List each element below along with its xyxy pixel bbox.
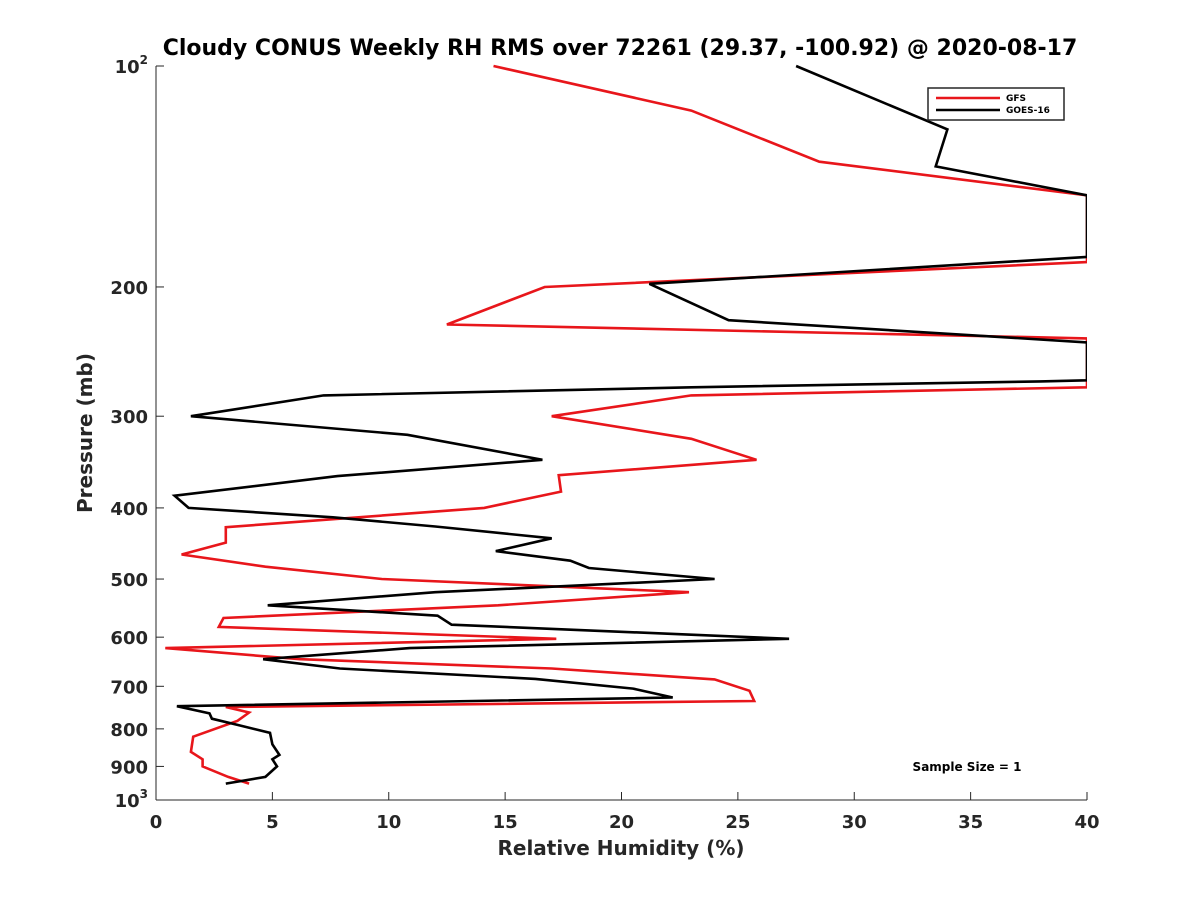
x-tick-label: 30 xyxy=(842,812,867,833)
series-line-goes-16 xyxy=(171,64,1087,785)
y-tick-label: 900 xyxy=(110,757,148,778)
x-tick-label: 0 xyxy=(150,812,163,833)
axes xyxy=(155,66,1087,801)
x-tick-label: 15 xyxy=(493,812,518,833)
series-line-gfs xyxy=(165,64,1087,785)
x-tick-label: 20 xyxy=(609,812,634,833)
y-tick-label: 200 xyxy=(110,278,148,299)
legend: GFS GOES-16 xyxy=(927,87,1065,121)
y-ticks: 102 200 300 400 500 600 700 800 900 103 xyxy=(110,53,164,812)
sample-size-annotation: Sample Size = 1 xyxy=(913,760,1022,774)
y-axis-label: Pressure (mb) xyxy=(73,353,97,513)
x-ticks: 0 5 10 15 20 25 30 35 40 xyxy=(150,792,1100,833)
y-tick-label: 600 xyxy=(110,628,148,649)
y-tick-label: 103 xyxy=(115,787,148,812)
x-tick-label: 35 xyxy=(958,812,983,833)
x-axis-label: Relative Humidity (%) xyxy=(497,836,744,860)
x-tick-label: 10 xyxy=(376,812,401,833)
y-tick-label: 500 xyxy=(110,570,148,591)
series-lines xyxy=(165,64,1087,785)
chart-title: Cloudy CONUS Weekly RH RMS over 72261 (2… xyxy=(163,36,1078,61)
y-tick-label: 300 xyxy=(110,407,148,428)
x-tick-label: 40 xyxy=(1074,812,1099,833)
legend-label-gfs: GFS xyxy=(1006,94,1026,104)
y-tick-label: 102 xyxy=(115,53,148,78)
y-tick-label: 400 xyxy=(110,499,148,520)
x-tick-label: 5 xyxy=(266,812,279,833)
y-tick-label: 800 xyxy=(110,720,148,741)
legend-label-goes-16: GOES-16 xyxy=(1006,106,1050,116)
legend-box xyxy=(927,87,1065,121)
y-tick-label: 700 xyxy=(110,677,148,698)
x-tick-label: 25 xyxy=(725,812,750,833)
